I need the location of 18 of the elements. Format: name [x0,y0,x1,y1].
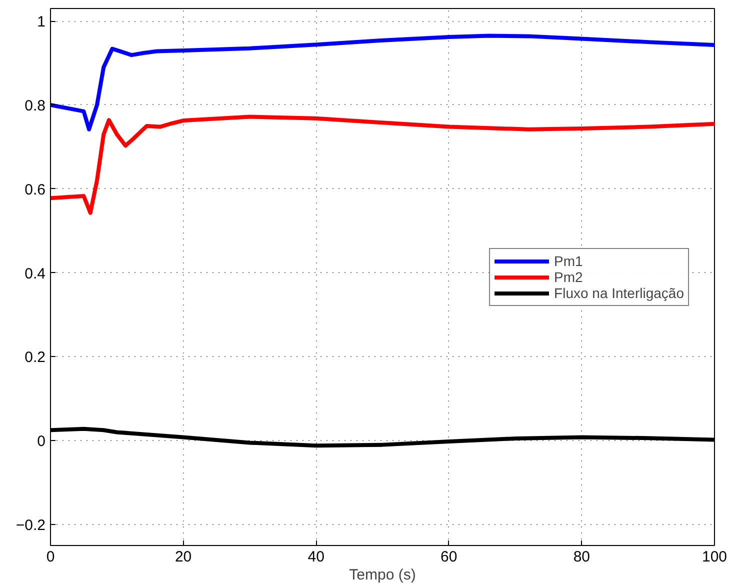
x-axis-title: Tempo (s) [349,566,416,584]
y-tick-label: 0.2 [24,349,46,366]
x-tick-label: 100 [702,548,728,566]
y-tick-label: 0.6 [24,181,46,198]
legend-label: Fluxo na Interligação [554,284,684,300]
x-tick-label: 20 [174,548,192,566]
line-series [50,34,714,132]
y-tick-label: 0.8 [24,97,46,114]
legend-label: Pm2 [554,268,583,284]
y-tick-label: −0.2 [16,517,46,534]
y-tick-label: 0 [37,433,46,450]
x-tick-label: 60 [440,548,458,566]
y-tick-label: 1 [37,14,46,31]
line-series [50,114,714,215]
legend-label: Pm1 [554,252,583,268]
y-tick-label: 0.4 [24,265,46,282]
x-tick-label: 80 [573,548,590,566]
x-tick-label: 40 [308,548,324,566]
